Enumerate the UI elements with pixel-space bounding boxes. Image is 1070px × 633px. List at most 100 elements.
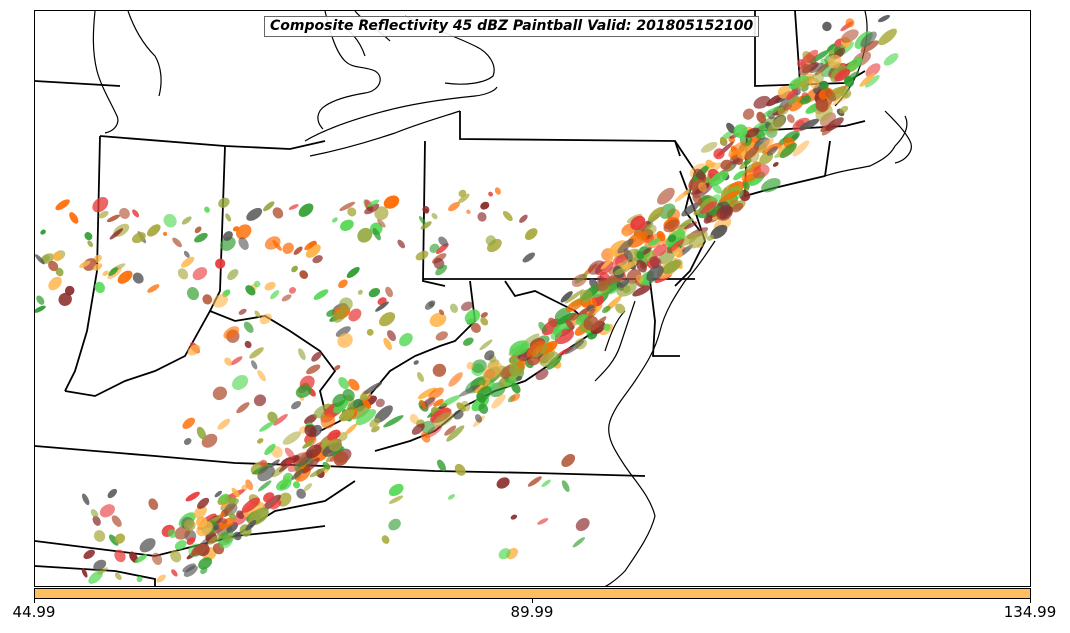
colorbar-tick-label-mid: 89.99 [510,603,554,621]
reflectivity-blob [622,230,630,237]
reflectivity-blob [480,312,488,318]
reflectivity-blob [839,105,849,114]
colorbar-tick-label-min: 44.99 [12,603,56,621]
reflectivity-blob [571,273,588,287]
reflectivity-blob [484,350,495,361]
reflectivity-blob [526,340,545,358]
reflectivity-blob [282,431,301,445]
reflectivity-blob [564,340,585,355]
reflectivity-blob [667,234,677,243]
reflectivity-blob [306,364,321,375]
reflectivity-blob [681,202,700,217]
reflectivity-blob [217,418,231,430]
reflectivity-blob [291,400,302,410]
reflectivity-blob [421,420,435,434]
reflectivity-blob [474,414,483,423]
reflectivity-blob [800,95,812,105]
reflectivity-blob [288,204,299,210]
reflectivity-blob [561,453,576,468]
reflectivity-blob [385,286,394,298]
reflectivity-blob [108,534,119,546]
reflectivity-blob [619,279,630,288]
reflectivity-blob [388,483,404,497]
reflectivity-blob [701,141,718,153]
reflectivity-blob [231,487,240,498]
reflectivity-blob [326,309,337,317]
reflectivity-blob [733,170,746,181]
reflectivity-blob [505,375,518,388]
reflectivity-blob [719,190,741,202]
reflectivity-blob [177,268,189,280]
paintball-reflectivity-blobs [35,14,899,584]
reflectivity-blob [227,269,239,281]
reflectivity-blob [338,279,348,289]
reflectivity-blob [338,377,349,390]
reflectivity-blob [281,294,292,302]
reflectivity-blob [299,270,309,279]
reflectivity-blob [224,357,233,366]
reflectivity-blob [147,224,161,237]
reflectivity-blob [339,409,355,422]
reflectivity-blob [800,49,819,67]
reflectivity-blob [480,317,489,326]
reflectivity-blob [799,118,820,131]
reflectivity-blob [815,98,829,112]
reflectivity-blob [413,360,419,365]
reflectivity-blob [236,402,250,414]
reflectivity-blob [213,525,219,531]
reflectivity-blob [508,355,518,364]
reflectivity-blob [48,260,59,272]
reflectivity-blob [42,254,50,262]
reflectivity-blob [312,255,323,264]
reflectivity-blob [726,122,736,134]
reflectivity-blob [139,538,156,553]
reflectivity-blob [48,276,62,291]
reflectivity-blob [579,289,593,303]
reflectivity-blob [194,226,202,234]
reflectivity-blob [786,88,799,100]
reflectivity-blob [291,265,298,273]
reflectivity-blob [708,205,722,216]
reflectivity-blob [35,254,45,265]
reflectivity-blob [422,205,430,214]
reflectivity-blob [99,504,115,518]
reflectivity-blob [786,114,795,124]
reflectivity-blob [298,348,306,360]
reflectivity-blob [399,333,413,347]
reflectivity-blob [222,231,233,241]
reflectivity-blob [288,287,297,294]
reflectivity-blob [136,576,143,583]
reflectivity-blob [249,347,264,359]
reflectivity-blob [636,251,645,260]
reflectivity-blob [788,95,799,106]
reflectivity-blob [374,206,389,221]
reflectivity-blob [383,415,404,428]
reflectivity-blob [241,497,260,513]
reflectivity-blob [253,280,261,288]
reflectivity-blob [596,280,611,292]
reflectivity-blob [753,95,771,109]
reflectivity-blob [709,170,729,187]
southern-border [35,565,156,586]
reflectivity-blob [572,537,585,548]
reflectivity-blob [187,287,199,301]
reflectivity-blob [111,515,122,527]
reflectivity-blob [466,361,475,370]
reflectivity-blob [304,424,317,437]
reflectivity-blob [93,530,106,542]
reflectivity-blob [259,421,274,432]
reflectivity-blob [779,142,797,159]
reflectivity-blob [219,517,235,530]
reflectivity-blob [344,423,358,435]
reflectivity-blob [114,572,122,581]
kentucky-border [64,309,337,412]
map-panel: Composite Reflectivity 45 dBZ Paintball … [34,10,1031,587]
reflectivity-blob [388,518,401,531]
reflectivity-blob [417,387,437,400]
reflectivity-blob [448,494,455,500]
reflectivity-blob [183,250,190,258]
reflectivity-blob [511,382,521,394]
reflectivity-blob [615,303,626,314]
reflectivity-blob [273,413,288,426]
reflectivity-blob [337,333,353,348]
